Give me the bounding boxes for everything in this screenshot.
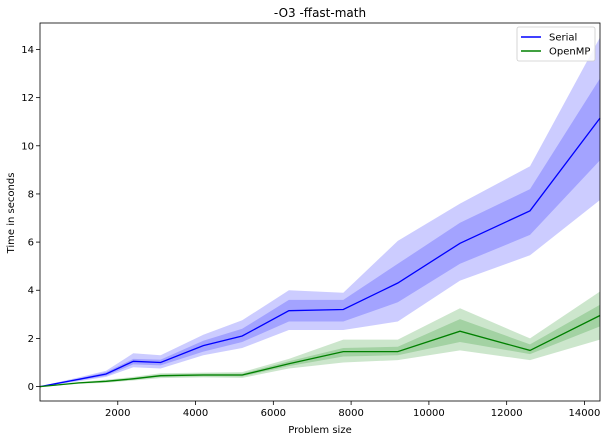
x-tick-label: 8000 <box>338 408 363 419</box>
y-tick-label: 2 <box>28 334 34 345</box>
chart-title: -O3 -ffast-math <box>274 6 366 20</box>
y-axis: 0 2 4 6 8 10 12 14 <box>21 45 40 393</box>
y-tick-label: 4 <box>28 286 34 297</box>
plot-frame <box>39 22 601 402</box>
legend-box <box>516 26 596 62</box>
y-tick-label: 8 <box>28 189 34 200</box>
y-axis-label: Time in seconds <box>6 173 17 255</box>
x-axis-label: Problem size <box>288 425 351 436</box>
y-tick-label: 0 <box>28 382 34 393</box>
x-tick-label: 6000 <box>261 408 286 419</box>
y-tick-label: 12 <box>21 93 34 104</box>
x-tick-label: 4000 <box>183 408 208 419</box>
openmp-line <box>39 314 601 388</box>
plot-area <box>39 37 601 388</box>
serial-legend-label: Serial <box>549 33 577 44</box>
x-tick-label: 2000 <box>105 408 130 419</box>
x-tick-label: 14000 <box>569 408 601 419</box>
x-tick-label: 10000 <box>413 408 445 419</box>
serial-inner-band <box>40 78 600 387</box>
x-axis: 2000 4000 6000 8000 10000 12000 14000 <box>105 401 600 419</box>
openmp-legend-label: OpenMP <box>549 47 590 58</box>
legend: Serial OpenMP <box>516 26 596 62</box>
openmp-outer-band <box>40 291 600 387</box>
y-tick-label: 6 <box>28 238 34 249</box>
y-tick-label: 14 <box>21 45 34 56</box>
x-tick-label: 12000 <box>491 408 523 419</box>
serial-outer-band <box>40 37 600 387</box>
y-tick-label: 10 <box>21 141 34 152</box>
openmp-inner-band <box>40 304 600 387</box>
serial-line <box>39 117 601 388</box>
